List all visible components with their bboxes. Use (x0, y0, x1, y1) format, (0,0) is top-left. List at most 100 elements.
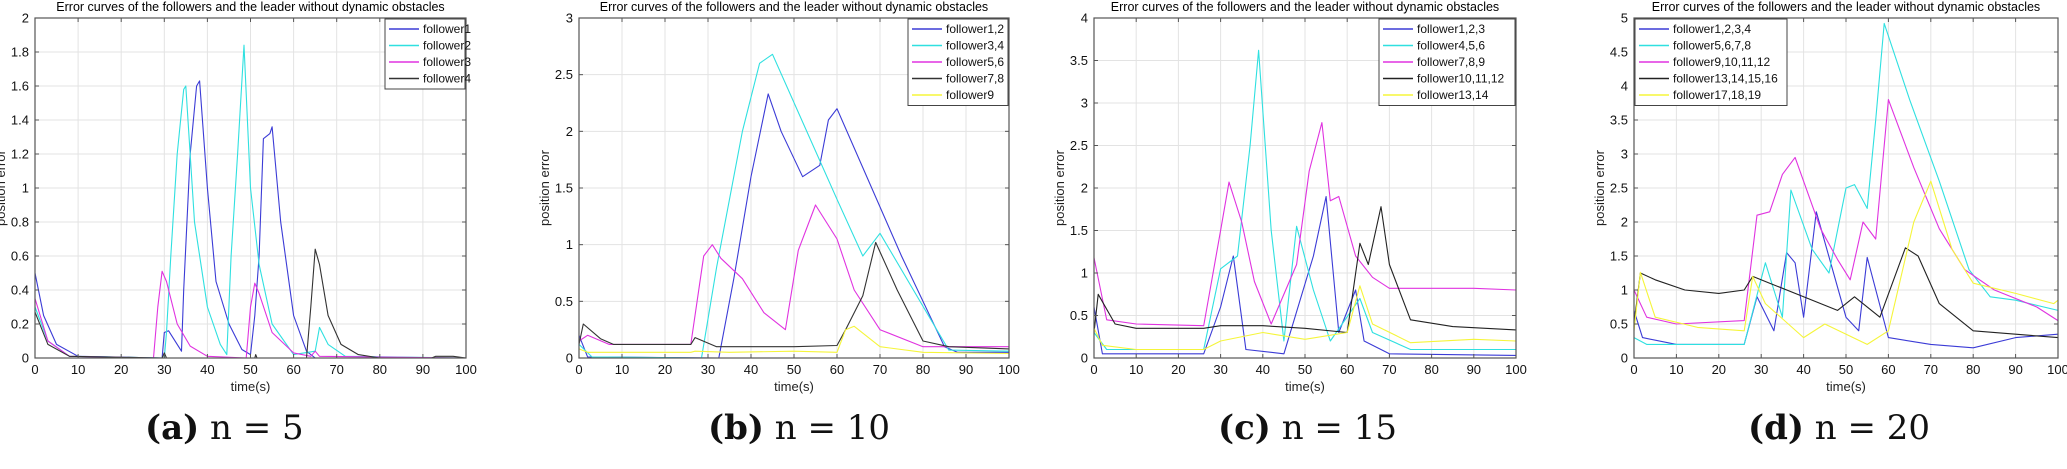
x-tick-label: 30 (1754, 362, 1768, 377)
series-line-5 (578, 325, 1010, 355)
caption-c: (c) n = 15 (1218, 408, 1397, 448)
y-tick-label: 1.4 (11, 113, 29, 128)
legend-entry: follower13,14,15,16 (1673, 72, 1778, 86)
x-tick-label: 70 (1382, 362, 1396, 377)
legend-entry: follower1,2,3 (1417, 22, 1485, 36)
legend-entry: follower5,6,7,8 (1673, 39, 1751, 53)
legend-entry: follower1 (423, 22, 471, 36)
x-tick-label: 0 (31, 362, 38, 377)
x-tick-label: 60 (286, 362, 300, 377)
legend-entry: follower5,6 (946, 55, 1004, 69)
x-tick-label: 100 (2047, 362, 2067, 377)
y-tick-label: 2 (22, 11, 29, 26)
series-line-1 (578, 93, 1009, 359)
legend-entry: follower3,4 (946, 39, 1004, 53)
legend-box (384, 18, 466, 90)
x-tick-label: 20 (658, 362, 672, 377)
legend-entry: follower1,2 (946, 22, 1004, 36)
y-tick-label: 4.5 (1610, 45, 1628, 60)
legend-entry: follower2 (423, 39, 471, 53)
y-tick-label: 1.6 (11, 79, 29, 94)
x-tick-label: 60 (1881, 362, 1895, 377)
x-tick-label: 80 (373, 362, 387, 377)
x-tick-label: 70 (873, 362, 887, 377)
series-line-5 (1093, 285, 1517, 351)
y-tick-label: 0 (566, 351, 573, 366)
y-tick-label: 5 (1621, 11, 1628, 26)
legend-entry: follower7,8,9 (1417, 55, 1485, 69)
x-tick-label: 10 (1129, 362, 1143, 377)
x-tick-label: 100 (455, 362, 477, 377)
y-tick-label: 4 (1621, 79, 1628, 94)
chart-title: Error curves of the followers and the le… (1652, 0, 2040, 14)
y-tick-label: 2 (1621, 215, 1628, 230)
y-axis-label: position error (1052, 149, 1067, 226)
y-tick-label: 2.5 (1610, 181, 1628, 196)
x-tick-label: 80 (1966, 362, 1980, 377)
series-line-3 (1093, 122, 1517, 327)
x-tick-label: 10 (71, 362, 85, 377)
x-tick-label: 40 (1256, 362, 1270, 377)
legend: follower1,2,3 follower4,5,6 follower7,8,9 f… (1378, 18, 1516, 106)
legend-entry: follower10,11,12 (1417, 72, 1504, 86)
y-tick-label: 2.5 (1070, 138, 1088, 153)
x-tick-label: 20 (1712, 362, 1726, 377)
y-tick-label: 2.5 (555, 67, 573, 82)
x-tick-label: 0 (575, 362, 582, 377)
y-tick-label: 1 (1081, 266, 1088, 281)
chart-title: Error curves of the followers and the le… (600, 0, 988, 14)
y-tick-label: 3 (1081, 96, 1088, 111)
caption-b-label: (b) (708, 408, 764, 448)
series-line-4 (1633, 247, 2059, 339)
x-tick-label: 0 (1630, 362, 1637, 377)
y-axis-label: position error (0, 149, 8, 226)
chart-panel-c: 0 10 20 30 40 50 60 70 80 90 100 0 0.5 1 1.5 2 2.5 3 3.5 4 E… (1052, 0, 1527, 394)
caption-d-text: n = 20 (1814, 408, 1931, 448)
series-line-5 (1633, 180, 2059, 345)
chart-title: Error curves of the followers and the le… (56, 0, 444, 14)
x-axis-label: time(s) (774, 379, 814, 394)
y-tick-label: 0 (1081, 351, 1088, 366)
chart-panel-b: 0 10 20 30 40 50 60 70 80 90 100 0 0.5 1 1.5 2 2.5 3 Error… (537, 0, 1020, 394)
x-tick-label: 50 (1298, 362, 1312, 377)
y-tick-label: 1 (22, 181, 29, 196)
chart-panel-a: 0 10 20 30 40 50 60 70 80 90 100 0 0.2 0.4 0.6 0.8 1 1.2 1… (0, 0, 477, 394)
x-tick-label: 80 (916, 362, 930, 377)
caption-c-label: (c) (1218, 408, 1271, 448)
y-tick-label: 0.5 (1070, 308, 1088, 323)
y-tick-label: 0.5 (1610, 317, 1628, 332)
y-tick-label: 1.5 (1070, 223, 1088, 238)
legend-entry: follower17,18,19 (1673, 88, 1761, 102)
chart-panel-d: 0 10 20 30 40 50 60 70 80 90 100 0 0.5 1 1.5 2 2.5 3 3.5 4 4… (1592, 0, 2067, 394)
y-tick-label: 0.6 (11, 249, 29, 264)
caption-b: (b) n = 10 (708, 408, 890, 448)
series-line-3 (34, 270, 467, 359)
x-tick-label: 80 (1424, 362, 1438, 377)
x-tick-label: 100 (998, 362, 1020, 377)
y-tick-label: 1.8 (11, 45, 29, 60)
caption-d-label: (d) (1748, 408, 1804, 448)
legend-entry: follower7,8 (946, 72, 1004, 86)
legend-entry: follower3 (423, 55, 471, 69)
x-tick-label: 60 (1340, 362, 1354, 377)
x-tick-label: 40 (1796, 362, 1810, 377)
y-tick-label: 1.5 (1610, 249, 1628, 264)
x-tick-label: 30 (157, 362, 171, 377)
y-tick-label: 0 (1621, 351, 1628, 366)
series-line-1 (1093, 195, 1517, 356)
caption-a-label: (a) (145, 408, 200, 448)
series-line-2 (1093, 49, 1516, 351)
x-tick-label: 50 (243, 362, 257, 377)
y-tick-label: 1 (1621, 283, 1628, 298)
x-axis-label: time(s) (231, 379, 271, 394)
x-tick-label: 40 (200, 362, 214, 377)
x-tick-label: 0 (1090, 362, 1097, 377)
legend-entry: follower9 (946, 88, 994, 102)
y-tick-label: 0.4 (11, 283, 29, 298)
x-tick-label: 100 (1505, 362, 1527, 377)
x-tick-label: 90 (1467, 362, 1481, 377)
x-tick-label: 90 (2008, 362, 2022, 377)
x-tick-label: 20 (1171, 362, 1185, 377)
y-tick-label: 1 (566, 237, 573, 252)
x-tick-label: 50 (787, 362, 801, 377)
